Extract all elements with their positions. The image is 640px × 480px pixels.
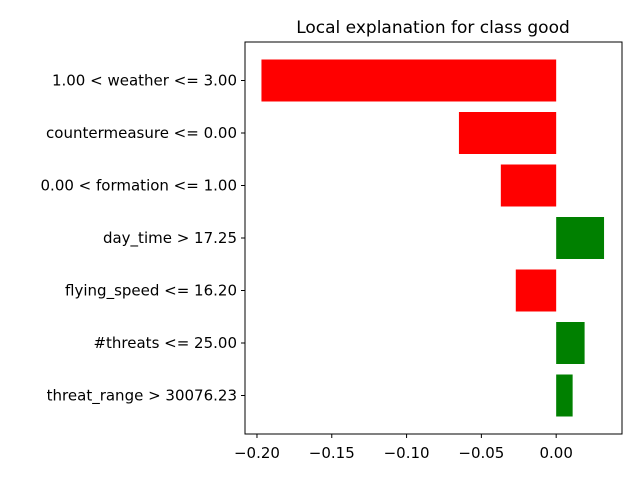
y-tick-label: threat_range > 30076.23	[47, 387, 237, 406]
y-tick-label: flying_speed <= 16.20	[65, 282, 237, 301]
y-tick-label: 1.00 < weather <= 3.00	[52, 72, 237, 90]
y-tick-label: #threats <= 25.00	[93, 334, 237, 352]
bar-0-00-formation-1-00	[500, 164, 557, 207]
y-tick-label: day_time > 17.25	[103, 229, 237, 248]
bar-threat-range-30076-23	[556, 374, 573, 417]
bars-group	[261, 59, 605, 417]
chart-title: Local explanation for class good	[296, 18, 570, 38]
x-tick-label: −0.10	[384, 444, 430, 462]
x-ticks: −0.20 −0.15 −0.10 −0.05 0.00	[234, 434, 573, 462]
bar-flying-speed-16-20	[515, 269, 557, 312]
bar-countermeasure-0-00	[458, 112, 557, 154]
bar-day-time-17-25	[556, 217, 605, 259]
y-tick-label: 0.00 < formation <= 1.00	[41, 177, 237, 195]
x-tick-label: −0.05	[458, 444, 504, 462]
bar-threats-25-00	[556, 322, 585, 364]
x-tick-label: −0.20	[234, 444, 280, 462]
x-tick-label: 0.00	[539, 444, 572, 462]
plot-frame	[244, 41, 623, 435]
y-tick-labels: 1.00 < weather <= 3.00 countermeasure <= …	[41, 72, 245, 406]
bar-1-00-weather-3-00	[261, 59, 557, 102]
x-tick-label: −0.15	[309, 444, 355, 462]
y-tick-label: countermeasure <= 0.00	[46, 124, 237, 142]
